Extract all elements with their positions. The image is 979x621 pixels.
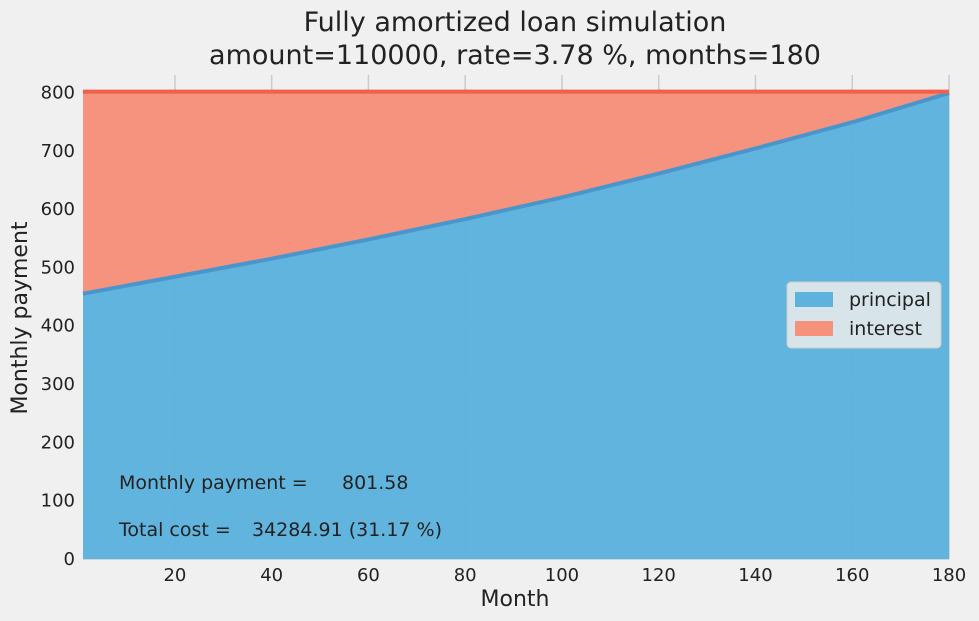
annotation-monthly-payment: Monthly payment = 801.58	[119, 472, 408, 494]
x-tick-label: 160	[835, 565, 869, 586]
legend-label-principal: principal	[849, 289, 931, 311]
y-axis-ticks: 0 100 200 300 400 500 600 700 800	[41, 82, 75, 570]
y-tick-label: 100	[41, 491, 75, 512]
x-tick-label: 100	[545, 565, 579, 586]
x-axis-label: Month	[481, 587, 550, 612]
legend: principal interest	[786, 281, 942, 349]
x-axis-ticks: 20 40 60 80 100 120 140 160 180	[163, 565, 966, 586]
y-axis-label: Monthly payment	[8, 221, 33, 414]
legend-swatch-principal	[795, 292, 833, 307]
y-tick-label: 600	[41, 199, 75, 220]
x-tick-label: 180	[932, 565, 966, 586]
chart-title: Fully amortized loan simulation	[304, 7, 727, 38]
x-tick-label: 40	[260, 565, 283, 586]
annotation-monthly-payment-label: Monthly payment =	[119, 472, 308, 494]
y-tick-label: 800	[41, 82, 75, 103]
stacked-areas	[82, 89, 950, 559]
x-tick-label: 60	[357, 565, 380, 586]
area-principal	[83, 93, 949, 559]
x-tick-label: 140	[738, 565, 772, 586]
y-tick-label: 0	[64, 549, 75, 570]
annotation-total-cost: Total cost = 34284.91 (31.17 %)	[118, 519, 442, 541]
y-tick-label: 500	[41, 257, 75, 278]
x-tick-label: 120	[642, 565, 676, 586]
area-interest	[83, 91, 949, 294]
annotation-total-cost-label: Total cost =	[118, 519, 231, 541]
annotation-monthly-payment-value: 801.58	[342, 472, 408, 494]
x-tick-label: 20	[163, 565, 186, 586]
line-principal	[82, 91, 950, 296]
chart-subtitle: amount=110000, rate=3.78 %, months=180	[209, 40, 821, 71]
legend-label-interest: interest	[849, 318, 922, 340]
y-tick-label: 400	[41, 316, 75, 337]
annotation-total-cost-value: 34284.91 (31.17 %)	[252, 519, 442, 541]
y-tick-label: 700	[41, 141, 75, 162]
y-tick-label: 200	[41, 432, 75, 453]
y-tick-label: 300	[41, 374, 75, 395]
x-tick-label: 80	[454, 565, 477, 586]
legend-swatch-interest	[795, 321, 833, 336]
